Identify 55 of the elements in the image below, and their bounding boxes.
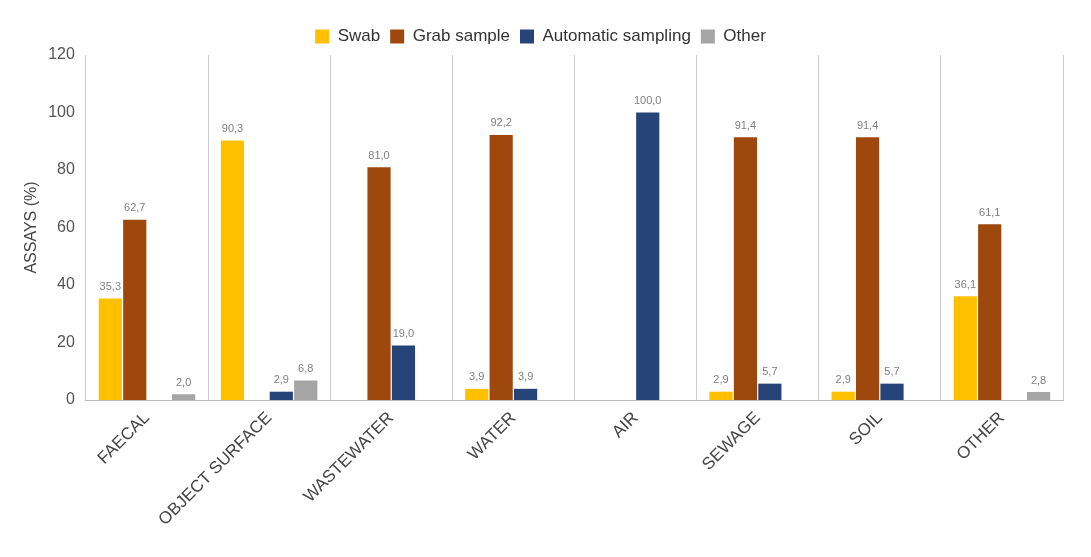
- y-axis-title: ASSAYS (%): [22, 181, 40, 274]
- legend-label: Swab: [337, 26, 381, 46]
- data-label: 5,7: [884, 365, 900, 378]
- data-label: 2,9: [713, 373, 729, 386]
- data-label: 5,7: [762, 365, 778, 378]
- bar: [953, 296, 977, 401]
- legend-label: Other: [723, 26, 767, 46]
- bar: [465, 388, 489, 401]
- data-label: 61,1: [979, 205, 1001, 218]
- data-label: 6,8: [298, 362, 314, 375]
- bar: [172, 394, 196, 401]
- data-label: 91,4: [734, 118, 757, 131]
- bar: [733, 137, 758, 401]
- data-label: 62,7: [124, 201, 146, 214]
- bar: [855, 137, 880, 401]
- y-tick-label: 20: [57, 332, 75, 350]
- bar: [880, 383, 904, 401]
- data-label: 19,0: [392, 326, 415, 339]
- bar: [1026, 391, 1051, 401]
- bar: [294, 380, 318, 401]
- bar: [220, 140, 245, 401]
- data-label: 2,0: [175, 375, 192, 388]
- bar: [269, 391, 293, 401]
- bar: [636, 112, 660, 401]
- data-label: 100,0: [633, 94, 662, 107]
- bar: [758, 383, 782, 401]
- data-label: 81,0: [368, 148, 390, 161]
- x-tick-label: AIR: [608, 407, 642, 442]
- bar: [123, 219, 147, 401]
- bar: [98, 298, 122, 401]
- data-label: 36,1: [954, 277, 976, 290]
- y-tick-label: 60: [57, 217, 75, 235]
- data-label: 35,3: [99, 280, 122, 293]
- bar: [367, 167, 391, 401]
- data-label: 92,2: [490, 116, 512, 129]
- legend-label: Grab sample: [412, 26, 510, 46]
- y-tick-label: 120: [48, 45, 75, 63]
- data-label: 2,9: [835, 373, 851, 386]
- legend-label: Automatic sampling: [542, 26, 691, 46]
- data-label: 90,3: [221, 121, 244, 134]
- bar: [709, 391, 733, 401]
- bar: [489, 134, 513, 401]
- data-label: 3,9: [517, 370, 534, 383]
- y-tick-label: 40: [57, 275, 75, 293]
- bar: [391, 345, 416, 401]
- bar: [831, 391, 855, 401]
- data-label: 3,9: [469, 370, 485, 383]
- bar: [513, 388, 538, 401]
- data-label: 2,9: [273, 373, 289, 386]
- bar: [978, 224, 1002, 401]
- data-label: 91,4: [856, 118, 879, 131]
- y-tick-label: 80: [57, 160, 75, 178]
- y-tick-label: 100: [48, 102, 75, 120]
- y-tick-label: 0: [65, 390, 75, 408]
- data-label: 2,8: [1030, 373, 1047, 386]
